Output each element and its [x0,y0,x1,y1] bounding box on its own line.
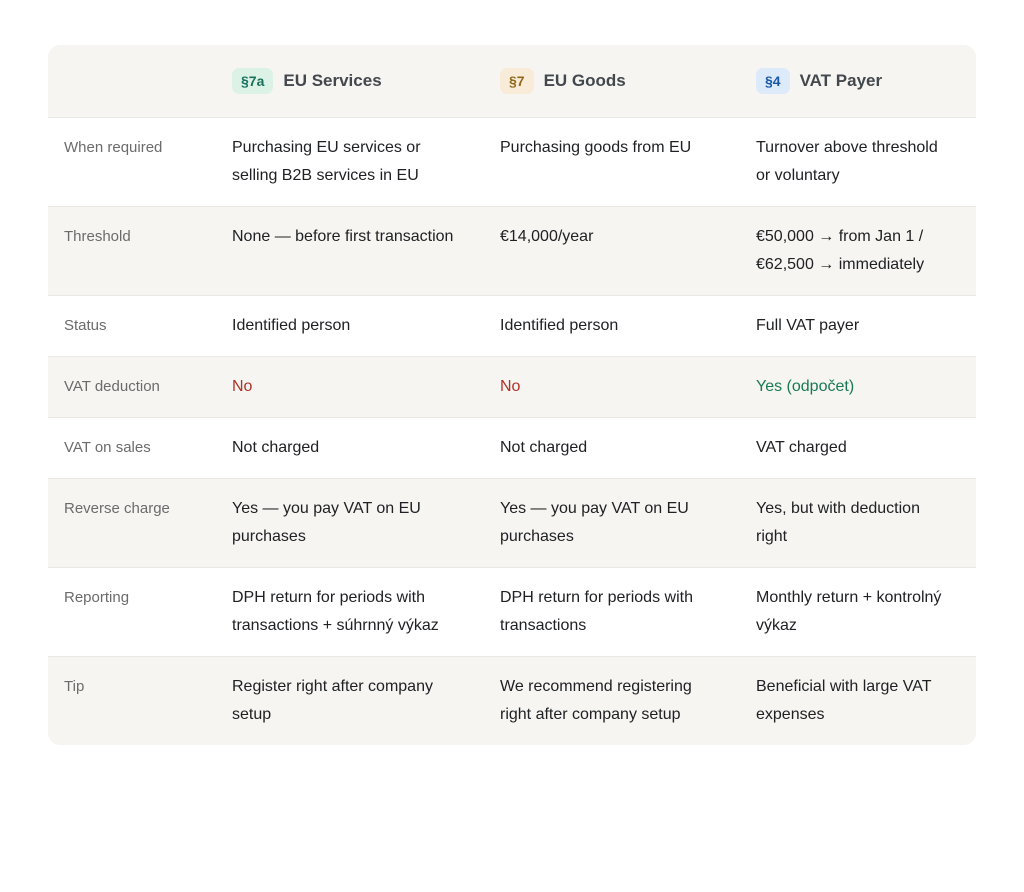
table-row: Threshold None — before first transaction… [48,206,976,295]
row-label: When required [64,139,163,156]
table-cell: Identified person [232,317,351,334]
row-label: VAT on sales [64,439,151,456]
row-label: VAT deduction [64,378,160,395]
table-cell: Full VAT payer [756,317,860,334]
table-cell: Purchasing goods from EU [500,139,692,156]
table-cell: Beneficial with large VAT expenses [756,678,932,723]
table-row: Reverse charge Yes — you pay VAT on EU pu… [48,478,976,567]
column-title-vat-payer: VAT Payer [799,71,883,90]
table-row: Status Identified person Identified person… [48,295,976,356]
table-cell: Not charged [232,439,320,456]
table-row: When required Purchasing EU services or s… [48,117,976,206]
row-label: Status [64,317,107,334]
header-empty-cell [48,45,216,117]
table-cell: Yes, but with deduction right [756,500,920,545]
table-row: VAT deduction No No Yes (odpočet) [48,356,976,417]
paragraph-4-badge: §4 [756,68,790,94]
paragraph-7-badge: §7 [500,68,534,94]
paragraph-7a-badge: §7a [232,68,274,94]
column-header-vat-payer: §4 VAT Payer [740,45,976,117]
table-cell: VAT charged [756,439,847,456]
table-cell: None — before first transaction [232,228,454,245]
table-cell: Yes (odpočet) [756,378,855,395]
column-header-eu-services: §7a EU Services [216,45,484,117]
table-header-row: §7a EU Services §7 EU Goods §4 VAT Payer [48,45,976,117]
table-cell: No [500,378,521,395]
table-cell: No [232,378,253,395]
table-cell: €14,000/year [500,228,594,245]
table-cell: Turnover above threshold or voluntary [756,139,938,184]
row-label: Reverse charge [64,500,170,517]
table-row: Reporting DPH return for periods with tra… [48,567,976,656]
table-cell: Yes — you pay VAT on EU purchases [500,500,689,545]
column-title-eu-goods: EU Goods [543,71,626,90]
table-body: When required Purchasing EU services or s… [48,117,976,745]
row-label: Threshold [64,228,131,245]
row-label: Tip [64,678,85,695]
column-header-eu-goods: §7 EU Goods [484,45,740,117]
table-cell: Purchasing EU services or selling B2B se… [232,139,421,184]
table-row: Tip Register right after company setup We … [48,656,976,745]
column-title-eu-services: EU Services [283,71,382,90]
table-row: VAT on sales Not charged Not charged VAT ch… [48,417,976,478]
table-cell: DPH return for periods with transactions… [232,589,439,634]
table-cell: Register right after company setup [232,678,433,723]
table-cell: DPH return for periods with transactions [500,589,693,634]
vat-registration-comparison-table: §7a EU Services §7 EU Goods §4 VAT Payer… [48,45,976,745]
table-cell: Monthly return + kontrolný výkaz [756,589,942,634]
table-cell: Identified person [500,317,619,334]
table-cell: €50,000 → from Jan 1 / €62,500 → immedia… [756,228,925,273]
table-cell: Yes — you pay VAT on EU purchases [232,500,421,545]
table-cell: Not charged [500,439,588,456]
row-label: Reporting [64,589,130,606]
table-cell: We recommend registering right after com… [500,678,692,723]
